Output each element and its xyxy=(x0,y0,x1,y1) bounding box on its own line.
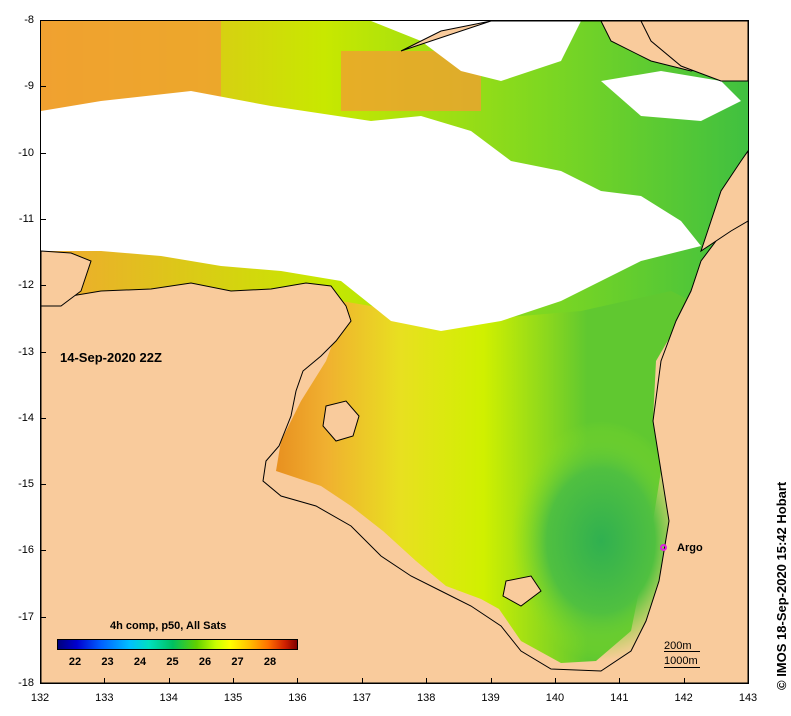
colorbar-title: 4h comp, p50, All Sats xyxy=(110,620,227,632)
y-tick-label: -16 xyxy=(18,544,34,557)
land-arnhem xyxy=(41,210,748,683)
y-tick xyxy=(41,86,46,88)
y-tick-label: -17 xyxy=(18,610,34,623)
argo-float-marker[interactable] xyxy=(660,544,667,551)
argo-label: Argo xyxy=(677,542,703,554)
x-tick-label: 139 xyxy=(481,692,500,704)
y-tick-label: -14 xyxy=(18,411,34,424)
y-tick xyxy=(41,152,46,154)
x-tick-label: 143 xyxy=(738,692,758,704)
y-tick-label: -13 xyxy=(18,345,34,358)
colorbar-tick-label: 23 xyxy=(101,656,114,668)
x-tick xyxy=(40,678,41,683)
x-tick xyxy=(297,678,299,683)
x-tick-label: 138 xyxy=(416,692,436,704)
colorbar-tick-label: 25 xyxy=(166,656,179,668)
land-new-guinea-east xyxy=(640,21,748,82)
y-tick xyxy=(41,417,46,419)
temperature-colorbar xyxy=(57,639,298,650)
y-tick xyxy=(41,285,46,287)
colorbar-tick-label: 26 xyxy=(198,656,212,668)
depth-line-1000m xyxy=(664,667,700,668)
colorbar-tick-label: 24 xyxy=(133,656,147,668)
y-tick xyxy=(41,20,46,21)
x-tick-label: 135 xyxy=(223,692,243,704)
depth-line-200m xyxy=(664,651,700,652)
x-tick xyxy=(426,678,428,683)
colorbar-tick-label: 28 xyxy=(263,656,277,668)
y-tick-label: -18 xyxy=(18,677,34,689)
map-timestamp: 14-Sep-2020 22Z xyxy=(60,350,162,365)
x-tick xyxy=(168,678,170,683)
imos-credit: © IMOS 18-Sep-2020 15:42 Hobart xyxy=(774,481,789,690)
x-tick xyxy=(104,678,106,683)
y-tick-label: -8 xyxy=(24,14,34,26)
x-tick xyxy=(748,678,749,683)
sst-map xyxy=(41,21,748,683)
y-tick-label: -12 xyxy=(18,279,34,292)
x-tick xyxy=(554,678,556,683)
y-tick xyxy=(41,683,46,684)
x-tick-label: 133 xyxy=(95,692,114,704)
cloud-mask xyxy=(41,91,701,331)
x-tick-label: 136 xyxy=(288,692,307,704)
x-tick-label: 137 xyxy=(352,692,371,704)
x-tick xyxy=(361,678,363,683)
y-tick xyxy=(41,616,46,618)
land-mornington xyxy=(502,575,542,607)
map-frame xyxy=(40,20,749,684)
y-tick-label: -11 xyxy=(18,212,34,225)
x-tick xyxy=(619,678,621,683)
x-tick xyxy=(233,678,235,683)
cloud-mask-east xyxy=(601,71,741,121)
y-tick xyxy=(41,218,46,220)
land-cape-york xyxy=(700,150,748,253)
y-tick-label: -10 xyxy=(18,146,34,159)
x-tick-label: 141 xyxy=(610,692,629,704)
depth-contour-1000m: 1000m xyxy=(664,655,698,667)
land-groote xyxy=(322,400,360,442)
x-tick-label: 132 xyxy=(30,692,50,704)
gulf-green-pool xyxy=(511,421,691,661)
land-west-peninsula xyxy=(41,250,92,307)
y-tick xyxy=(41,550,46,552)
x-tick-label: 142 xyxy=(674,692,693,704)
x-tick xyxy=(490,678,492,683)
colorbar-tick-label: 22 xyxy=(68,656,82,668)
x-tick-label: 134 xyxy=(159,692,178,704)
y-tick xyxy=(41,351,46,353)
y-tick-label: -15 xyxy=(18,478,34,491)
y-tick-label: -9 xyxy=(24,80,34,93)
depth-contour-200m: 200m xyxy=(664,640,692,652)
cloud-mask-north xyxy=(371,21,581,81)
y-tick xyxy=(41,484,46,486)
colorbar-tick-label: 27 xyxy=(231,656,244,668)
x-tick-label: 140 xyxy=(545,692,565,704)
x-tick xyxy=(683,678,685,683)
